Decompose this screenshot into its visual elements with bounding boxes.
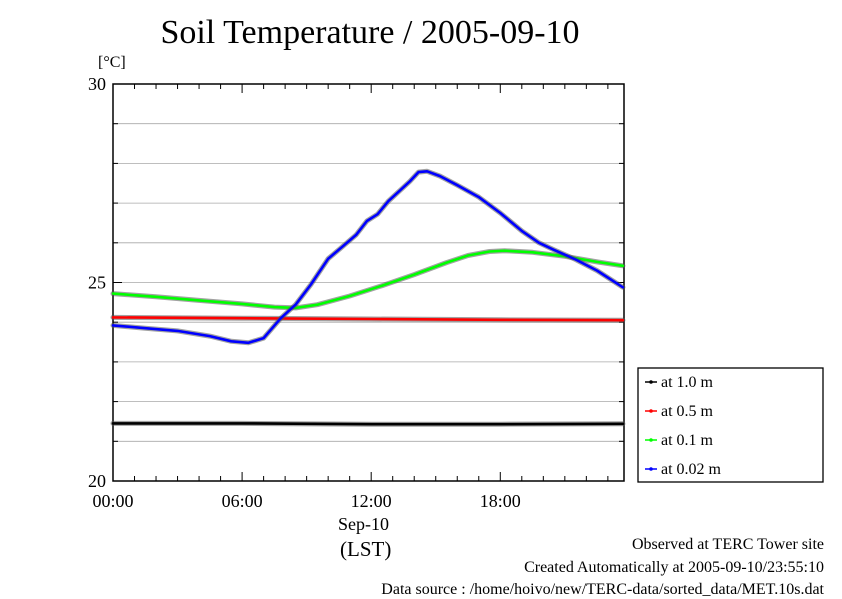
series-lines (110, 168, 626, 427)
legend-label: at 0.02 m (661, 461, 722, 478)
legend-label: at 0.1 m (661, 432, 714, 449)
grid-lines (113, 123, 624, 442)
x-tick-label: 00:00 (92, 491, 133, 511)
y-tick-label: 30 (88, 74, 106, 94)
legend-marker (649, 467, 653, 471)
series-line (111, 316, 625, 322)
chart-title: Soil Temperature / 2005-09-10 (160, 14, 580, 51)
series-line (111, 422, 625, 426)
legend-box (637, 367, 824, 483)
footer-data-source: Data source : /home/hoivo/new/TERC-data/… (381, 581, 824, 598)
x-axis-timezone-label: (LST) (340, 537, 392, 561)
y-tick-label: 20 (88, 471, 106, 491)
legend-marker (649, 409, 653, 413)
x-axis-date-label: Sep-10 (338, 514, 389, 534)
legend: at 1.0 m at 0.5 m at 0.1 m at 0.02 m (637, 367, 824, 483)
legend-marker (649, 438, 653, 442)
footer-created-timestamp: Created Automatically at 2005-09-10/23:5… (524, 559, 824, 576)
legend-marker (649, 380, 653, 384)
y-axis-unit-label: [°C] (98, 54, 126, 71)
x-tick-label: 06:00 (222, 491, 263, 511)
series-line (111, 249, 625, 310)
x-tick-label: 12:00 (351, 491, 392, 511)
footer-observation-site: Observed at TERC Tower site (631, 536, 824, 553)
series-line (111, 170, 625, 345)
y-tick-label: 25 (88, 273, 106, 293)
legend-label: at 1.0 m (661, 374, 714, 391)
tick-labels: 20 25 30 00:00 06:00 12:00 18:00 (88, 74, 521, 511)
legend-label: at 0.5 m (661, 403, 714, 420)
x-tick-label: 18:00 (480, 491, 521, 511)
